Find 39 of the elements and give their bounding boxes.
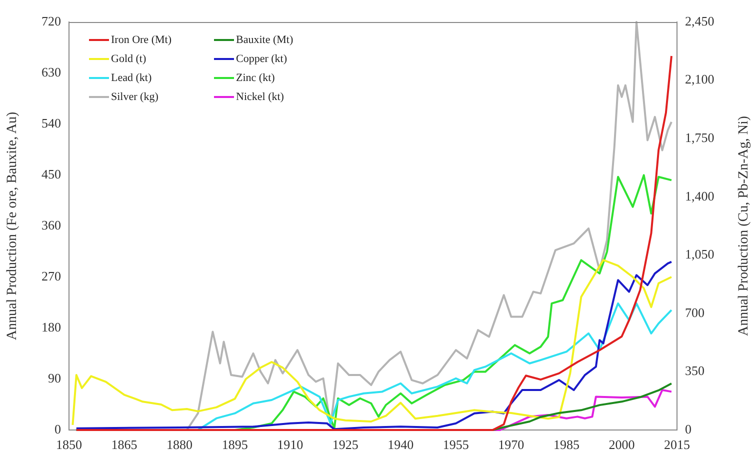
y2-tick-label: 2,450	[685, 13, 714, 28]
y2-tick-label: 1,050	[685, 246, 714, 262]
y-tick-label: 540	[42, 115, 61, 130]
y-tick-label: 180	[42, 319, 61, 334]
legend-label: Lead (kt)	[111, 72, 152, 84]
x-tick-label: 1970	[498, 437, 524, 452]
x-tick-label: 1895	[222, 437, 248, 452]
y-tick-label: 0	[54, 421, 61, 436]
x-tick-label: 1940	[388, 437, 414, 452]
x-tick-label: 2000	[608, 437, 635, 452]
legend-label: Gold (t)	[111, 53, 146, 65]
y-axis-title: Annual Production (Fe ore, Bauxite, Au)	[5, 112, 20, 340]
legend-label: Iron Ore (Mt)	[111, 34, 172, 46]
y-tick-label: 720	[42, 13, 61, 28]
x-tick-label: 1910	[277, 437, 304, 452]
y2-tick-label: 1,750	[685, 130, 714, 145]
y-tick-label: 630	[42, 64, 61, 80]
y2-axis-title: Annual Production (Cu, Pb-Zn-Ag, Ni)	[736, 116, 752, 336]
legend-label: Silver (kg)	[111, 91, 158, 103]
x-tick-label: 1865	[111, 437, 138, 452]
x-tick-label: 1985	[553, 437, 580, 452]
y2-tick-label: 0	[685, 421, 692, 436]
legend-label: Copper (kt)	[236, 53, 288, 65]
x-tick-label: 1925	[332, 437, 358, 452]
y-tick-label: 450	[42, 166, 61, 182]
y2-tick-label: 700	[685, 304, 704, 320]
x-tick-label: 1880	[166, 437, 193, 452]
legend-label: Nickel (kt)	[236, 91, 284, 103]
x-tick-label: 1955	[442, 437, 469, 452]
legend-label: Zinc (kt)	[236, 72, 275, 84]
y2-tick-label: 1,400	[685, 188, 714, 204]
y-tick-label: 270	[42, 268, 61, 284]
legend-label: Bauxite (Mt)	[236, 34, 294, 46]
y-tick-label: 360	[42, 217, 61, 232]
y2-tick-label: 2,100	[685, 72, 714, 87]
x-tick-label: 1850	[56, 437, 82, 452]
y-tick-label: 90	[48, 370, 61, 386]
y2-tick-label: 350	[685, 363, 704, 378]
x-tick-label: 2015	[664, 437, 690, 452]
